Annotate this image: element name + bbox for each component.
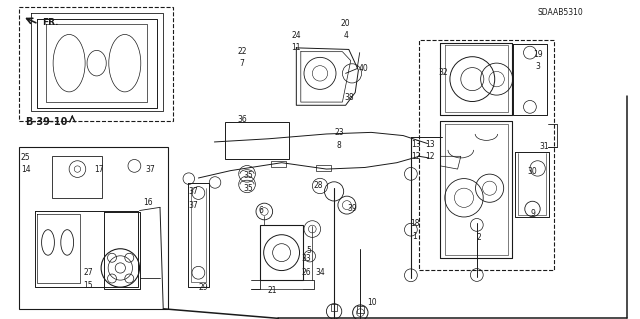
Text: 12: 12 xyxy=(412,152,420,161)
Bar xyxy=(52,156,102,198)
Text: 31: 31 xyxy=(539,142,549,151)
Text: 29: 29 xyxy=(198,283,209,292)
Text: 2: 2 xyxy=(476,233,481,242)
Text: 13: 13 xyxy=(425,140,435,149)
Text: 3: 3 xyxy=(535,63,540,71)
Text: 37: 37 xyxy=(145,165,156,174)
Bar xyxy=(225,122,289,159)
Text: 18: 18 xyxy=(410,219,419,228)
Text: 39: 39 xyxy=(347,204,357,213)
Bar xyxy=(357,306,364,313)
Bar xyxy=(19,7,173,121)
Text: SDAAB5310: SDAAB5310 xyxy=(537,8,583,17)
Text: 36: 36 xyxy=(237,115,247,124)
Text: 35: 35 xyxy=(243,184,253,193)
Text: 32: 32 xyxy=(438,68,448,77)
Bar xyxy=(19,147,168,309)
Text: 10: 10 xyxy=(367,298,378,307)
Text: 35: 35 xyxy=(243,171,253,180)
Text: 27: 27 xyxy=(83,268,93,277)
Text: 30: 30 xyxy=(527,167,538,176)
Text: 20: 20 xyxy=(340,19,351,28)
Text: 14: 14 xyxy=(20,165,31,174)
Text: 8: 8 xyxy=(337,141,342,150)
Text: 34: 34 xyxy=(315,268,325,277)
Text: 7: 7 xyxy=(239,59,244,68)
Text: 19: 19 xyxy=(532,50,543,59)
Text: 38: 38 xyxy=(344,93,354,102)
Text: 9: 9 xyxy=(530,209,535,218)
Text: 37: 37 xyxy=(188,187,198,196)
Text: B-39-10: B-39-10 xyxy=(26,117,68,127)
Text: 5: 5 xyxy=(307,246,312,255)
Text: 4: 4 xyxy=(343,31,348,40)
Text: 16: 16 xyxy=(143,198,154,207)
Bar xyxy=(331,304,337,311)
Text: 24: 24 xyxy=(291,31,301,40)
Text: 12: 12 xyxy=(426,152,435,161)
Text: 33: 33 xyxy=(301,254,311,263)
Text: 1: 1 xyxy=(412,232,417,241)
Bar xyxy=(271,161,286,167)
Text: 28: 28 xyxy=(314,181,323,189)
Text: FR.: FR. xyxy=(42,19,58,27)
Bar xyxy=(316,165,331,171)
Text: 13: 13 xyxy=(411,140,421,149)
Text: 40: 40 xyxy=(358,64,369,73)
Text: 6: 6 xyxy=(259,206,264,215)
Text: 15: 15 xyxy=(83,281,93,290)
Text: 22: 22 xyxy=(237,47,246,56)
Bar xyxy=(419,40,554,270)
Bar xyxy=(260,225,303,280)
Text: 21: 21 xyxy=(268,286,276,295)
Text: 17: 17 xyxy=(94,165,104,174)
Text: 26: 26 xyxy=(301,268,311,277)
Text: 37: 37 xyxy=(188,201,198,210)
Text: 11: 11 xyxy=(292,43,301,52)
Text: 23: 23 xyxy=(334,128,344,137)
Text: 25: 25 xyxy=(20,153,31,162)
